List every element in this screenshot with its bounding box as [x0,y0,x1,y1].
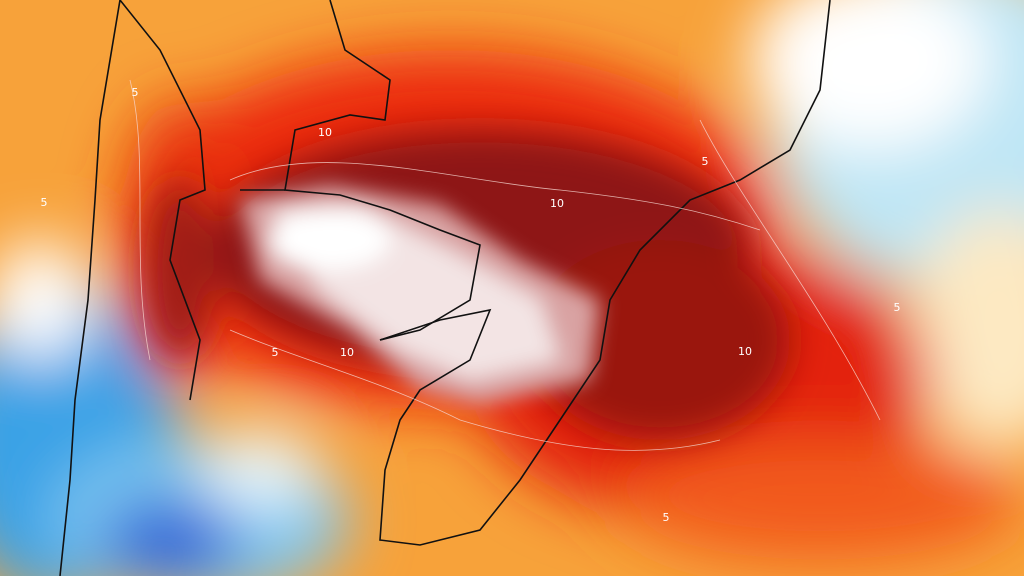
contour-label: 5 [41,196,48,209]
contour-label: 5 [132,86,139,99]
contour-label: 5 [894,301,901,314]
contour-label: 10 [340,346,354,359]
contours [129,79,881,451]
contour-label: 10 [738,345,752,358]
contour-label: 10 [550,197,564,210]
contour-label: 10 [318,126,332,139]
contour-label: 5 [663,511,670,524]
contour-labels: 10 10 10 10 5 5 5 5 5 5 [41,86,901,524]
contour-label: 5 [272,346,279,359]
contour-label: 5 [702,155,709,168]
borders [59,0,831,576]
